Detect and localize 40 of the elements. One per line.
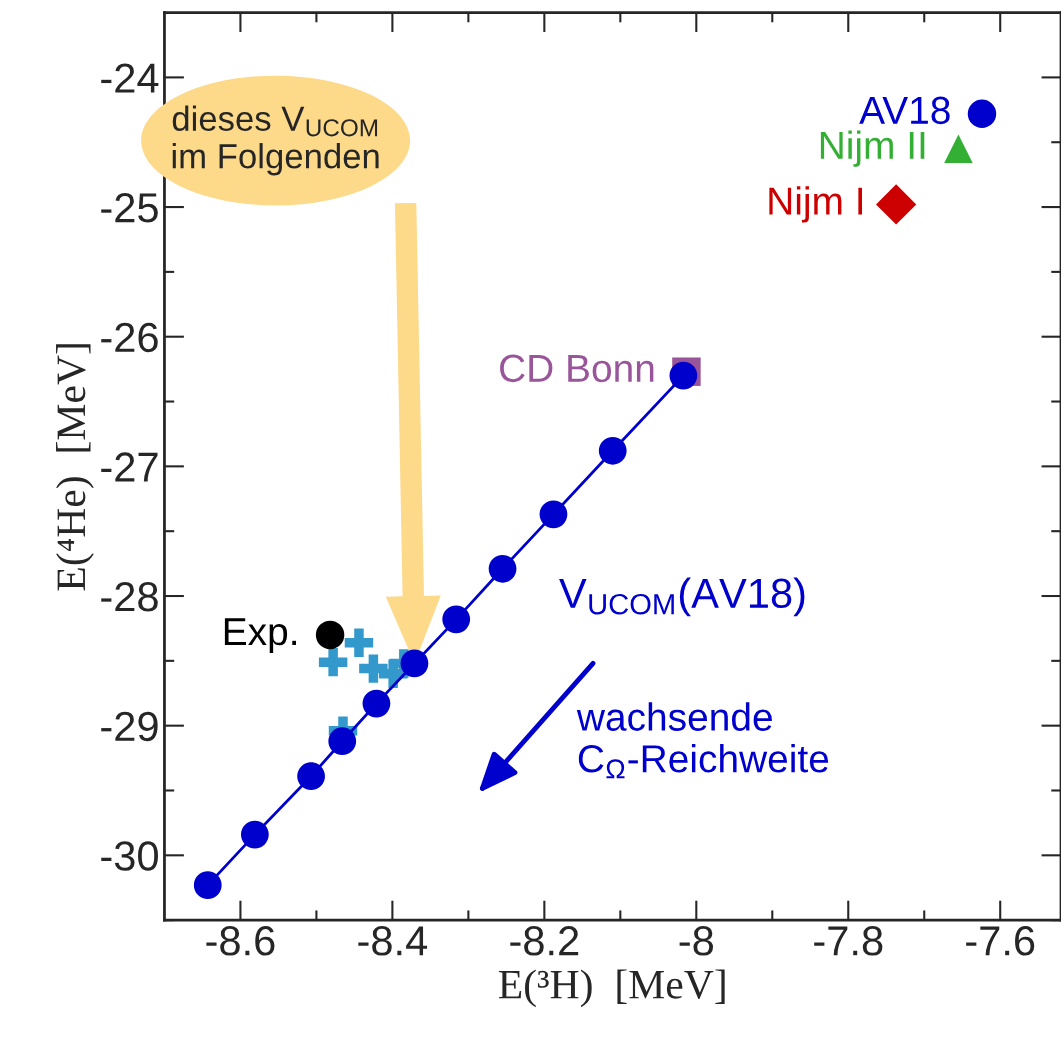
- point: [967, 99, 997, 128]
- y-tick-label: -25: [101, 193, 158, 223]
- point: [240, 820, 269, 849]
- point: [344, 628, 374, 657]
- series-label: Nijm II: [820, 130, 925, 167]
- point: [944, 134, 973, 163]
- x-axis-title: E(³H) [MeV]: [498, 969, 725, 1008]
- x-tick-label: -7.8: [814, 926, 883, 956]
- x-tick-label: -7.6: [966, 926, 1035, 956]
- annotation: wachsende C$_{Ω}$-Reichweite: [576, 702, 829, 779]
- point: [328, 727, 357, 756]
- point: [400, 649, 429, 678]
- x-tick-label: -8.6: [206, 926, 275, 956]
- point: [539, 500, 568, 529]
- point: [193, 871, 222, 900]
- point: [318, 647, 348, 677]
- x-tick-label: -8: [679, 926, 714, 956]
- y-tick-label: -30: [101, 841, 158, 871]
- point: [362, 689, 391, 718]
- y-tick-label: -27: [101, 452, 158, 482]
- x-tick-label: -8.2: [510, 926, 579, 956]
- series-label: Exp.: [224, 618, 296, 654]
- x-tick-label: -8.4: [358, 926, 428, 956]
- series-label: V$_{UCOM}$(AV18): [559, 577, 805, 617]
- y-tick-label: -26: [101, 322, 158, 353]
- y-tick-label: -29: [101, 711, 158, 742]
- y-tick-label: -24: [101, 63, 159, 93]
- point: [442, 605, 471, 634]
- point: [359, 654, 388, 683]
- point: [297, 762, 325, 791]
- point: [315, 620, 345, 650]
- series-label: AV18: [859, 96, 950, 125]
- y-axis-title: E(⁴He) [MeV]: [56, 344, 94, 591]
- y-tick-label: -28: [101, 582, 158, 612]
- point: [488, 554, 517, 583]
- point: [598, 436, 627, 465]
- series-label: Nijm I: [769, 186, 862, 223]
- series-label: CD Bonn: [500, 354, 654, 383]
- point: [876, 184, 917, 225]
- annotation: dieses V$_{UCOM}$ im Folgenden: [172, 105, 379, 176]
